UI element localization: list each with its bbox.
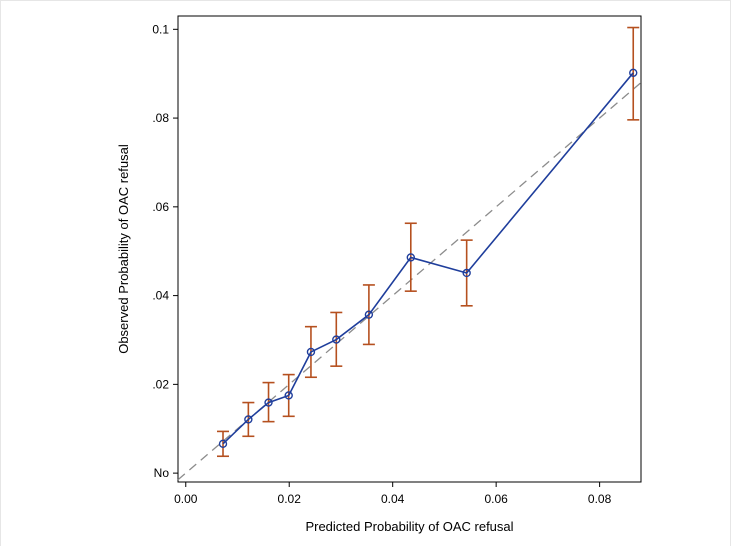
- y-tick-label: .04: [152, 289, 169, 303]
- y-tick-label: .08: [152, 111, 169, 125]
- data-point: [629, 68, 638, 78]
- x-tick-label: 0.02: [278, 492, 302, 506]
- y-tick-label: .02: [152, 377, 169, 391]
- error-bar-layer: [217, 26, 640, 458]
- x-tick-label: 0.06: [484, 492, 508, 506]
- data-point: [406, 253, 415, 262]
- y-axis-ticks: No .02 .04 .06 .08 0.1: [152, 22, 178, 480]
- y-tick-label: 0.1: [152, 22, 169, 36]
- data-point: [218, 439, 228, 449]
- plot-area-border: [177, 15, 642, 483]
- reference-diagonal-line: [177, 82, 642, 481]
- x-tick-label: 0.04: [381, 492, 405, 506]
- data-point: [364, 310, 374, 319]
- x-axis-title: Predicted Probability of OAC refusal: [305, 519, 513, 534]
- x-tick-label: 0.00: [174, 492, 198, 506]
- x-axis-ticks: 0.00 0.02 0.04 0.06 0.08: [174, 482, 612, 506]
- reference-line-layer: [177, 82, 642, 481]
- y-tick-label: No: [154, 466, 170, 480]
- series-line-layer: [222, 72, 634, 445]
- data-point: [284, 391, 293, 400]
- data-point: [264, 398, 273, 407]
- data-point: [332, 335, 341, 344]
- y-tick-label: .06: [152, 200, 169, 214]
- y-axis-title: Observed Probability of OAC refusal: [116, 144, 131, 354]
- x-tick-label: 0.08: [588, 492, 612, 506]
- data-point: [462, 268, 471, 278]
- series-line: [222, 72, 634, 445]
- data-point: [306, 347, 316, 357]
- marker-layer: [218, 68, 638, 449]
- data-point: [244, 415, 253, 424]
